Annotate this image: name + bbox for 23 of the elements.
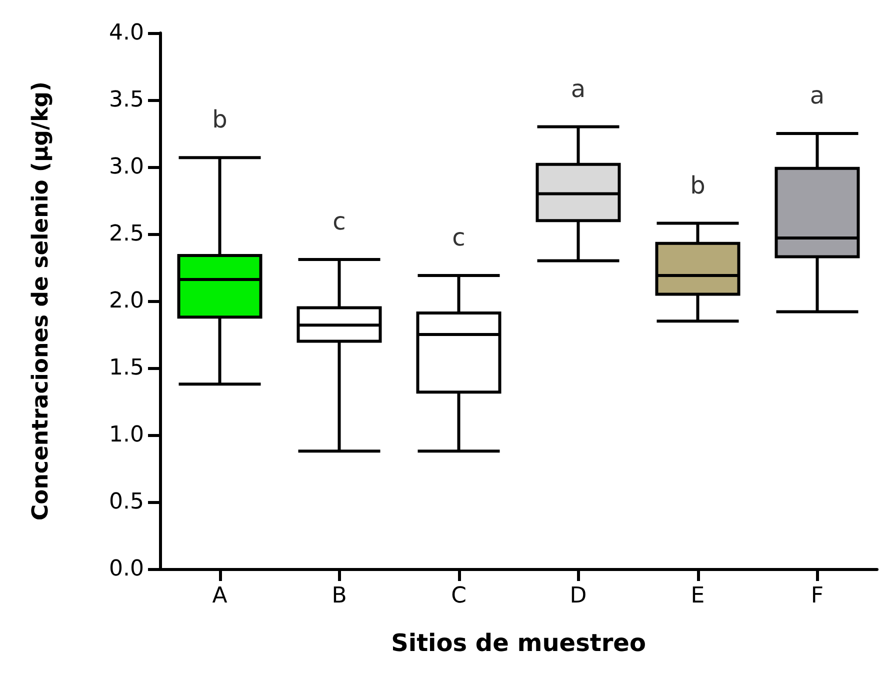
y-tick-label: 1.0 [109,422,144,448]
annotation: b [690,171,706,200]
y-tick-label: 0.5 [109,490,144,514]
annotation: b [212,106,228,134]
annotation: c [452,224,466,252]
x-tick-label: B [332,584,347,608]
x-tick-label: A [212,584,228,608]
y-tick-label: 4.0 [109,20,144,46]
x-tick-label: D [570,584,587,608]
y-tick-label: 2.0 [109,288,144,314]
y-axis-title: Concentraciones de selenio (µg/kg) [28,81,54,521]
annotation: c [332,207,346,236]
x-axis-title: Sitios de muestreo [391,629,646,657]
y-tick-label: 0.0 [109,556,144,582]
y-tick-label: 3.5 [109,88,144,112]
y-tick-label: 3.0 [109,154,144,180]
x-tick-label: F [810,584,824,608]
annotation: a [570,74,586,103]
y-tick-label: 2.5 [109,222,144,246]
x-tick-label: E [690,584,705,608]
annotation: a [810,82,825,110]
x-tick-label: C [451,584,466,608]
y-tick-label: 1.5 [109,356,144,380]
